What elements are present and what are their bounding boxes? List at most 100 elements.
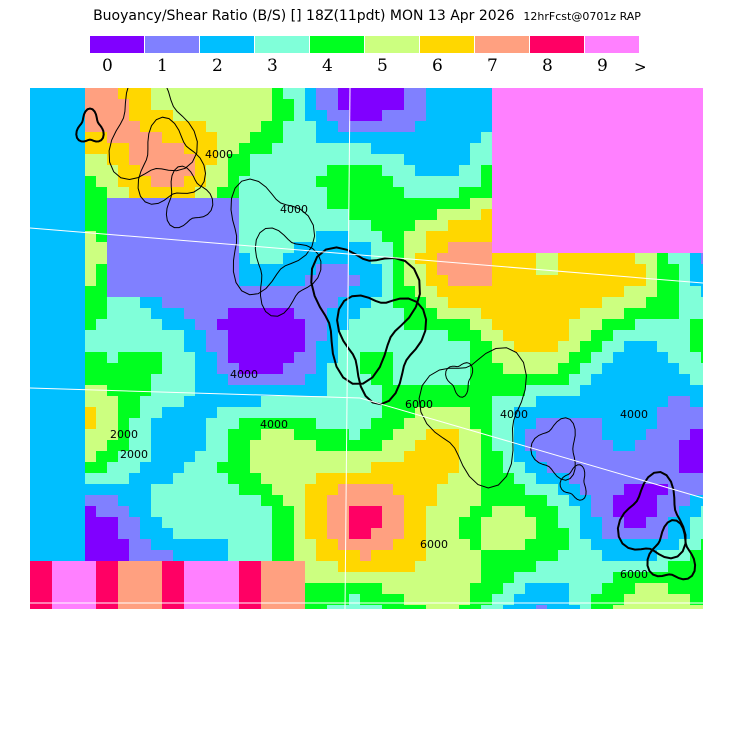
map-cell — [74, 550, 85, 561]
map-cell — [162, 176, 173, 187]
map-cell — [635, 352, 646, 363]
map-cell — [580, 220, 591, 231]
map-cell — [547, 286, 558, 297]
map-cell — [646, 572, 657, 583]
map-cell — [448, 330, 459, 341]
map-cell — [228, 451, 239, 462]
map-cell — [63, 484, 74, 495]
map-cell — [85, 374, 96, 385]
map-cell — [382, 473, 393, 484]
map-cell — [459, 297, 470, 308]
map-cell — [283, 209, 294, 220]
map-cell — [162, 297, 173, 308]
map-cell — [646, 440, 657, 451]
map-cell — [217, 583, 228, 594]
map-cell — [360, 121, 371, 132]
map-cell — [514, 462, 525, 473]
map-cell — [85, 154, 96, 165]
map-cell — [239, 594, 250, 605]
map-cell — [613, 231, 624, 242]
map-cell — [404, 132, 415, 143]
map-cell — [41, 561, 52, 572]
map-cell — [173, 506, 184, 517]
map-cell — [657, 506, 668, 517]
map-cell — [635, 319, 646, 330]
map-cell — [393, 528, 404, 539]
map-cell — [52, 275, 63, 286]
map-cell — [437, 231, 448, 242]
map-cell — [250, 385, 261, 396]
map-cell — [250, 110, 261, 121]
map-cell — [96, 561, 107, 572]
map-cell — [195, 121, 206, 132]
map-cell — [646, 88, 657, 99]
map-cell — [393, 330, 404, 341]
map-cell — [514, 473, 525, 484]
map-cell — [162, 506, 173, 517]
map-cell — [657, 143, 668, 154]
map-cell — [74, 110, 85, 121]
map-cell — [30, 429, 41, 440]
map-cell — [514, 110, 525, 121]
map-cell — [415, 385, 426, 396]
map-cell — [547, 165, 558, 176]
map-cell — [41, 462, 52, 473]
map-cell — [536, 462, 547, 473]
map-cell — [338, 484, 349, 495]
map-cell — [580, 297, 591, 308]
map-cell — [503, 539, 514, 550]
map-cell — [635, 253, 646, 264]
map-cell — [283, 374, 294, 385]
map-cell — [690, 462, 701, 473]
map-cell — [668, 506, 679, 517]
map-cell — [173, 572, 184, 583]
map-cell — [624, 319, 635, 330]
map-cell — [547, 550, 558, 561]
map-cell — [316, 561, 327, 572]
map-cell — [228, 484, 239, 495]
map-cell — [657, 220, 668, 231]
map-cell — [470, 517, 481, 528]
map-cell — [294, 319, 305, 330]
map-cell — [96, 517, 107, 528]
map-cell — [74, 165, 85, 176]
map-cell — [250, 506, 261, 517]
map-cell — [690, 495, 701, 506]
map-cell — [437, 418, 448, 429]
map-cell — [481, 341, 492, 352]
map-cell — [547, 99, 558, 110]
map-cell — [558, 352, 569, 363]
map-cell — [635, 385, 646, 396]
map-cell — [162, 220, 173, 231]
map-cell — [580, 286, 591, 297]
map-cell — [294, 528, 305, 539]
map-cell — [294, 154, 305, 165]
map-cell — [184, 374, 195, 385]
map-cell — [140, 528, 151, 539]
map-cell — [30, 385, 41, 396]
map-cell — [415, 352, 426, 363]
map-cell — [657, 385, 668, 396]
map-cell — [701, 495, 703, 506]
map-cell — [162, 583, 173, 594]
map-cell — [459, 99, 470, 110]
map-cell — [459, 407, 470, 418]
map-cell — [514, 605, 525, 609]
map-cell — [635, 165, 646, 176]
map-cell — [690, 176, 701, 187]
map-cell — [547, 121, 558, 132]
map-cell — [547, 429, 558, 440]
map-cell — [448, 407, 459, 418]
map-cell — [129, 583, 140, 594]
map-cell — [415, 572, 426, 583]
map-cell — [41, 429, 52, 440]
map-cell — [371, 583, 382, 594]
map-cell — [426, 297, 437, 308]
map-cell — [162, 143, 173, 154]
map-cell — [415, 154, 426, 165]
map-cell — [701, 440, 703, 451]
map-cell — [118, 154, 129, 165]
map-cell — [52, 242, 63, 253]
map-cell — [646, 385, 657, 396]
